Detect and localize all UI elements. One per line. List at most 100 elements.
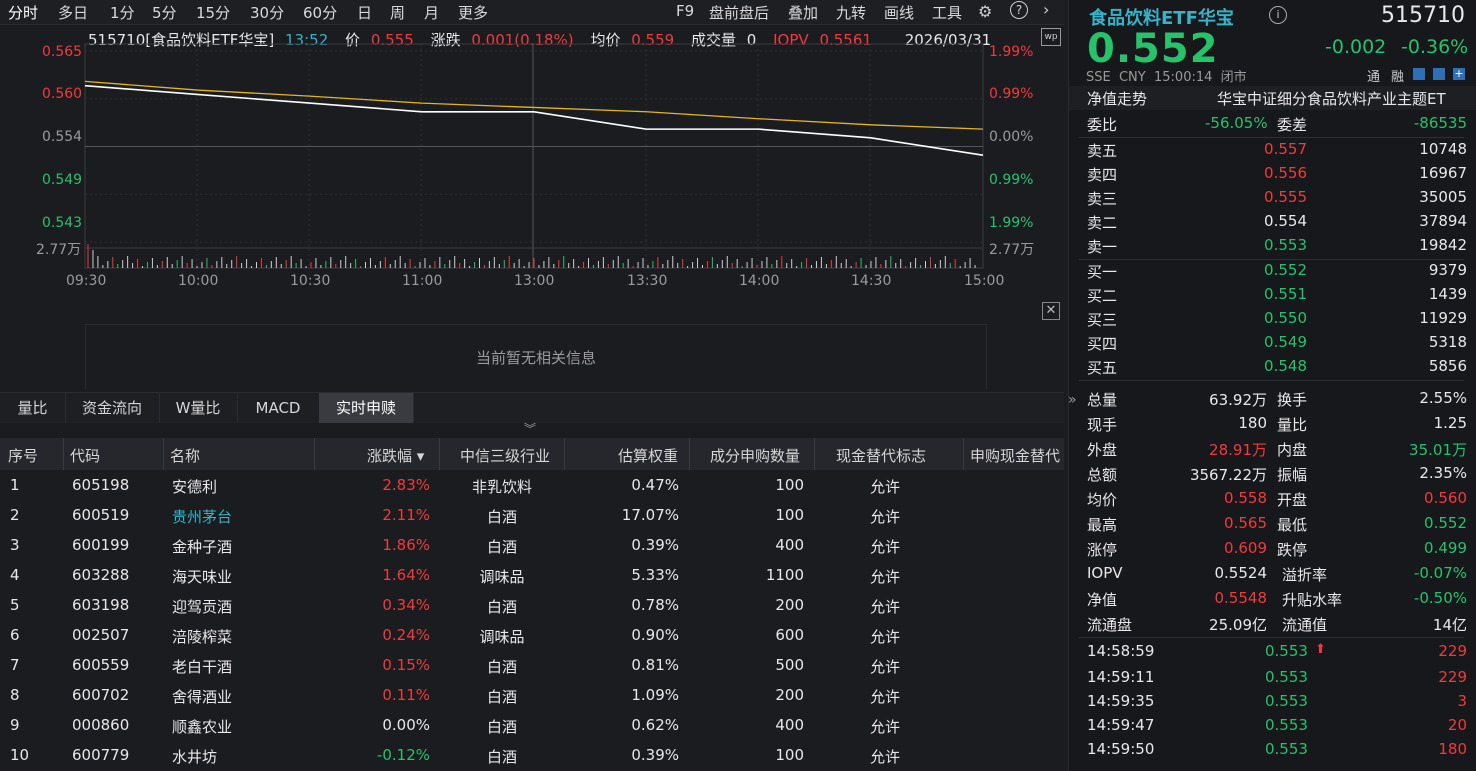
header-name[interactable]: 名称 — [170, 447, 201, 465]
chevron-down-icon[interactable]: ︾ — [524, 422, 537, 436]
header-industry[interactable]: 中信三级行业 — [460, 447, 551, 465]
table-row[interactable]: 7 600559 老白干酒 0.15% 白酒 0.81% 500 允许 — [0, 650, 1064, 680]
table-row[interactable]: 3 600199 金种子酒 1.86% 白酒 0.39% 400 允许 — [0, 530, 1064, 560]
tab-intraday[interactable]: 分时 — [8, 4, 39, 22]
bid-level-row[interactable]: 买二 0.551 1439 — [1069, 283, 1476, 307]
ask-level-row[interactable]: 卖三 0.555 35005 — [1069, 186, 1476, 210]
pre-post-market-button[interactable]: 盘前盘后 — [709, 4, 770, 22]
y-right-1: 1.99% — [989, 44, 1034, 60]
level-price: 0.548 — [1264, 357, 1307, 375]
tick-row: 14:59:35 0.553 3 — [1069, 690, 1476, 714]
table-row[interactable]: 5 603198 迎驾贡酒 0.34% 白酒 0.78% 200 允许 — [0, 590, 1064, 620]
bid-level-row[interactable]: 买三 0.550 11929 — [1069, 307, 1476, 331]
cell-weight: 0.47% — [631, 476, 679, 494]
ask-level-row[interactable]: 卖一 0.553 19842 — [1069, 234, 1476, 258]
tab-multi-day[interactable]: 多日 — [58, 4, 89, 22]
tracking-index-name: 华宝中证细分食品饮料产业主题ET — [1217, 90, 1446, 108]
settings-gear-icon[interactable]: ⚙ — [978, 2, 993, 21]
header-change-pct[interactable]: 涨跌幅 ▾ — [367, 447, 425, 465]
ask-level-row[interactable]: 卖四 0.556 16967 — [1069, 162, 1476, 186]
ask-level-row[interactable]: 卖五 0.557 10748 — [1069, 138, 1476, 162]
bid-level-row[interactable]: 买五 0.548 5856 — [1069, 355, 1476, 379]
level-price: 0.554 — [1264, 212, 1307, 230]
tab-15min[interactable]: 15分 — [196, 4, 231, 22]
tab-capital-flow[interactable]: 资金流向 — [65, 393, 160, 423]
level-volume: 37894 — [1419, 212, 1467, 230]
cell-index: 10 — [10, 746, 30, 764]
tab-5min[interactable]: 5分 — [152, 4, 177, 22]
edit-icon[interactable] — [1413, 68, 1425, 80]
header-cash-sub-amount[interactable]: 申购现金替代 — [970, 447, 1061, 465]
tab-macd[interactable]: MACD — [237, 393, 320, 423]
stat-label: 净值 — [1087, 591, 1118, 609]
tab-30min[interactable]: 30分 — [250, 4, 285, 22]
table-row[interactable]: 1 605198 安德利 2.83% 非乳饮料 0.47% 100 允许 — [0, 470, 1064, 500]
cell-subscribe-qty: 100 — [775, 476, 804, 494]
tab-w-volume-ratio[interactable]: W量比 — [159, 393, 238, 423]
table-row[interactable]: 4 603288 海天味业 1.64% 调味品 5.33% 1100 允许 — [0, 560, 1064, 590]
tab-more[interactable]: 更多 — [458, 4, 489, 22]
stats-row: 净值 0.5548 升贴水率 -0.50% — [1069, 587, 1476, 611]
x-tick-label: 11:00 — [402, 273, 443, 289]
expand-icon[interactable]: wp — [1041, 28, 1061, 46]
nav-trend-row[interactable]: 净值走势 华宝中证细分食品饮料产业主题ET — [1069, 86, 1476, 110]
y-right-5: 1.99% — [989, 215, 1034, 231]
stat-value: 0.5548 — [1214, 589, 1268, 607]
nav-trend-label: 净值走势 — [1087, 90, 1148, 108]
cell-weight: 0.62% — [631, 716, 679, 734]
table-row[interactable]: 10 600779 水井坊 -0.12% 白酒 0.39% 100 允许 — [0, 740, 1064, 770]
tag-tong: 通 — [1367, 70, 1381, 85]
table-row[interactable]: 8 600702 舍得酒业 0.11% 白酒 1.09% 200 允许 — [0, 680, 1064, 710]
add-icon[interactable]: + — [1453, 67, 1465, 80]
tab-week[interactable]: 周 — [390, 4, 406, 22]
ask-level-row[interactable]: 卖二 0.554 37894 — [1069, 210, 1476, 234]
y-left-5: 0.543 — [42, 215, 83, 231]
cell-industry: 非乳饮料 — [471, 478, 532, 496]
header-weight[interactable]: 估算权重 — [618, 447, 679, 465]
collapse-arrow-icon[interactable]: » — [1068, 392, 1077, 408]
table-row[interactable]: 9 000860 顺鑫农业 0.00% 白酒 0.62% 400 允许 — [0, 710, 1064, 740]
stat-label: 最高 — [1087, 516, 1118, 534]
table-row[interactable]: 2 600519 贵州茅台 2.11% 白酒 17.07% 100 允许 — [0, 500, 1064, 530]
bid-level-row[interactable]: 买四 0.549 5318 — [1069, 331, 1476, 355]
level-label: 买二 — [1087, 287, 1118, 305]
cell-name: 老白干酒 — [172, 658, 233, 676]
bell-icon[interactable] — [1433, 68, 1445, 80]
header-code[interactable]: 代码 — [70, 447, 101, 465]
average-line — [84, 80, 984, 130]
bid-level-row[interactable]: 买一 0.552 9379 — [1069, 259, 1476, 283]
stat-label: 流通值 — [1282, 616, 1328, 634]
header-cash-sub-flag[interactable]: 现金替代标志 — [836, 447, 927, 465]
f9-button[interactable]: F9 — [676, 2, 695, 20]
tools-button[interactable]: 工具 — [932, 4, 963, 22]
chevron-right-icon[interactable]: › — [1043, 0, 1050, 19]
close-icon[interactable]: ✕ — [1042, 302, 1060, 320]
tab-day[interactable]: 日 — [357, 4, 373, 22]
tab-month[interactable]: 月 — [424, 4, 440, 22]
help-icon[interactable]: ? — [1010, 1, 1028, 19]
tick-volume: 20 — [1447, 716, 1467, 734]
header-subscribe-qty[interactable]: 成分申购数量 — [710, 447, 801, 465]
cell-cash-sub-flag: 允许 — [870, 478, 901, 496]
cell-cash-sub-flag: 允许 — [870, 748, 901, 766]
cell-code: 600519 — [72, 506, 130, 524]
cell-weight: 0.39% — [631, 536, 679, 554]
volume-value: 0 — [746, 31, 757, 49]
stats-row: 总量 63.92万 换手 2.55% — [1069, 387, 1476, 411]
chart-svg — [84, 43, 984, 269]
cell-name: 贵州茅台 — [172, 508, 233, 526]
header-index[interactable]: 序号 — [8, 447, 39, 465]
level-label: 买五 — [1087, 359, 1118, 377]
overlay-button[interactable]: 叠加 — [788, 4, 819, 22]
y-left-3: 0.554 — [42, 129, 83, 145]
stat-value: 2.55% — [1419, 389, 1467, 407]
table-row[interactable]: 6 002507 涪陵榨菜 0.24% 调味品 0.90% 600 允许 — [0, 620, 1064, 650]
tab-volume-ratio[interactable]: 量比 — [0, 393, 66, 423]
tab-60min[interactable]: 60分 — [303, 4, 338, 22]
tab-realtime-redemption[interactable]: 实时申赎 — [319, 393, 414, 423]
draw-line-button[interactable]: 画线 — [884, 4, 915, 22]
info-icon[interactable]: i — [1269, 6, 1287, 24]
tab-1min[interactable]: 1分 — [110, 4, 135, 22]
tick-row: 14:59:50 0.553 180 — [1069, 738, 1476, 762]
nine-turn-button[interactable]: 九转 — [836, 4, 867, 22]
